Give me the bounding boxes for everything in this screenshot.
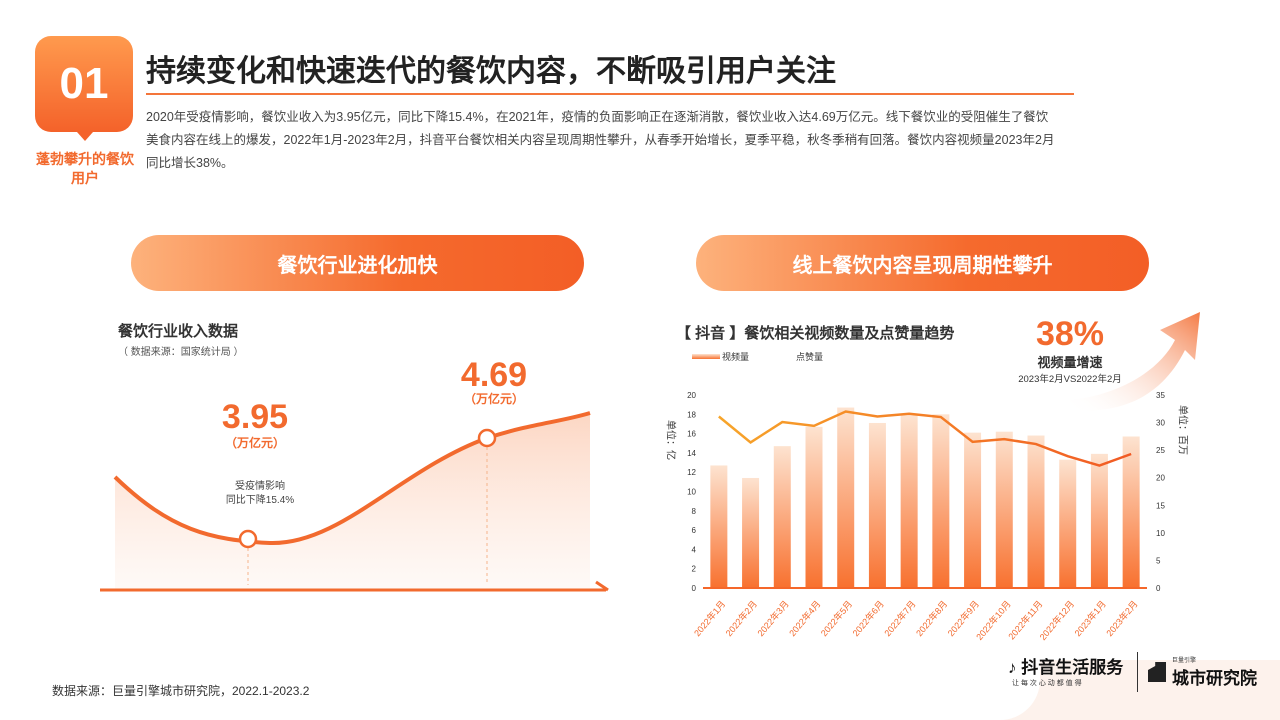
y-tick-label: 6 bbox=[692, 526, 697, 535]
bar-video-count bbox=[1122, 436, 1140, 588]
y2-tick-label: 35 bbox=[1156, 391, 1165, 400]
unit-2021: （万亿元） bbox=[464, 391, 524, 406]
point-2020 bbox=[238, 529, 258, 549]
x-tick-label: 2023年1月 bbox=[1072, 598, 1108, 638]
right-chart-title: 【 抖音 】餐饮相关视频数量及点赞量趋势 bbox=[676, 325, 955, 342]
point-2021 bbox=[477, 428, 497, 448]
y-tick-label: 4 bbox=[692, 545, 697, 554]
left-section-pill: 餐饮行业进化加快 bbox=[131, 235, 584, 291]
bar-video-count bbox=[837, 407, 855, 588]
x-tick-label: 2023年2月 bbox=[1104, 598, 1140, 638]
y2-axis-label: 单位：百万 bbox=[1176, 405, 1189, 455]
logo-divider bbox=[1137, 652, 1138, 692]
logo1-text: 抖音生活服务 bbox=[1021, 658, 1124, 677]
page-title: 持续变化和快速迭代的餐饮内容，不断吸引用户关注 bbox=[146, 55, 836, 88]
y2-tick-label: 15 bbox=[1156, 501, 1165, 510]
footer-source: 数据来源：巨量引擎城市研究院，2022.1-2023.2 bbox=[52, 684, 310, 698]
left-chart-source: （ 数据来源：国家统计局 ） bbox=[118, 347, 244, 358]
x-tick-label: 2022年3月 bbox=[755, 598, 791, 638]
bar-video-count bbox=[1059, 459, 1077, 588]
intro-paragraph: 2020年受疫情影响，餐饮业收入为3.95亿元，同比下降15.4%，在2021年… bbox=[146, 110, 1055, 170]
right-section-pill: 线上餐饮内容呈现周期性攀升 bbox=[696, 235, 1149, 291]
douyin-life-service-logo: ♪ 抖音生活服务 让 每 次 心 动 都 值 得 bbox=[1008, 653, 1123, 688]
revenue-curve-chart: 3.95 （万亿元） 受疫情影响同比下降15.4% 4.69 （万亿元） bbox=[100, 356, 609, 592]
title-divider bbox=[146, 93, 1074, 95]
y2-tick-label: 20 bbox=[1156, 474, 1165, 483]
bar-video-count bbox=[900, 415, 918, 588]
x-tick-label: 2022年1月 bbox=[691, 598, 727, 638]
x-tick-label: 2022年4月 bbox=[786, 598, 822, 638]
y-tick-label: 2 bbox=[692, 565, 697, 574]
y2-tick-label: 5 bbox=[1156, 556, 1161, 565]
y-tick-label: 12 bbox=[687, 468, 696, 477]
y-tick-label: 18 bbox=[687, 410, 696, 419]
bar-video-count bbox=[964, 432, 982, 588]
y-tick-label: 20 bbox=[687, 391, 696, 400]
legend-label-video: 视频量 bbox=[722, 351, 749, 362]
x-tick-label: 2022年6月 bbox=[850, 598, 886, 638]
value-2020: 3.95 bbox=[222, 398, 288, 436]
y-tick-label: 0 bbox=[692, 584, 697, 593]
bar-video-count bbox=[995, 431, 1013, 588]
y-tick-label: 16 bbox=[687, 430, 696, 439]
x-tick-label: 2022年7月 bbox=[882, 598, 918, 638]
x-tick-label: 2022年8月 bbox=[913, 598, 949, 638]
bar-video-count bbox=[742, 477, 760, 588]
bar-video-count bbox=[805, 426, 823, 588]
value-2021: 4.69 bbox=[461, 356, 527, 394]
growth-arrow bbox=[1070, 312, 1200, 411]
douyin-icon: ♪ bbox=[1008, 658, 1017, 677]
y2-tick-label: 10 bbox=[1156, 529, 1165, 538]
y2-tick-label: 0 bbox=[1156, 584, 1161, 593]
logo2-text: 城市研究院 bbox=[1172, 669, 1257, 688]
unit-2020: （万亿元） bbox=[225, 435, 285, 450]
y-tick-label: 14 bbox=[687, 449, 696, 458]
y-tick-label: 10 bbox=[687, 488, 696, 497]
legend-swatch-video bbox=[692, 354, 720, 359]
curve-area bbox=[115, 413, 590, 590]
bar-video-count bbox=[1027, 435, 1045, 588]
growth-subtitle: 2023年2月VS2022年2月 bbox=[1018, 374, 1122, 385]
x-tick-label: 2022年2月 bbox=[723, 598, 759, 638]
left-chart-title: 餐饮行业收入数据 bbox=[118, 323, 239, 340]
baseline-arrow bbox=[595, 580, 609, 592]
bar-video-count bbox=[773, 446, 791, 588]
y-axis-label: 单位：亿 bbox=[664, 420, 677, 460]
bar-video-count bbox=[1090, 453, 1108, 588]
logo2-top: 巨量引擎 bbox=[1172, 658, 1197, 664]
bar-video-count bbox=[710, 465, 728, 588]
building-icon bbox=[1148, 662, 1166, 682]
note-2020: 受疫情影响同比下降15.4% bbox=[226, 479, 294, 506]
growth-value: 38% bbox=[1035, 315, 1105, 353]
y2-tick-label: 25 bbox=[1156, 446, 1165, 455]
city-institute-logo: 巨量引擎 城市研究院 bbox=[1148, 655, 1257, 689]
logo1-slogan: 让 每 次 心 动 都 值 得 bbox=[1012, 680, 1082, 687]
badge-caption: 蓬勃攀升的餐饮用户 bbox=[36, 151, 134, 186]
footer-cover bbox=[0, 650, 1040, 720]
y2-tick-label: 30 bbox=[1156, 419, 1165, 428]
x-tick-label: 2022年5月 bbox=[818, 598, 854, 638]
bar-video-count bbox=[868, 422, 886, 588]
x-tick-label: 2022年9月 bbox=[945, 598, 981, 638]
bar-video-count bbox=[932, 414, 950, 588]
legend-label-likes: 点赞量 bbox=[796, 351, 823, 362]
revenue-curve bbox=[113, 411, 591, 546]
line-likes bbox=[718, 410, 1132, 467]
y-tick-label: 8 bbox=[692, 507, 697, 516]
section-number-badge: 01 bbox=[35, 36, 133, 141]
growth-label: 视频量增速 bbox=[1037, 355, 1103, 370]
